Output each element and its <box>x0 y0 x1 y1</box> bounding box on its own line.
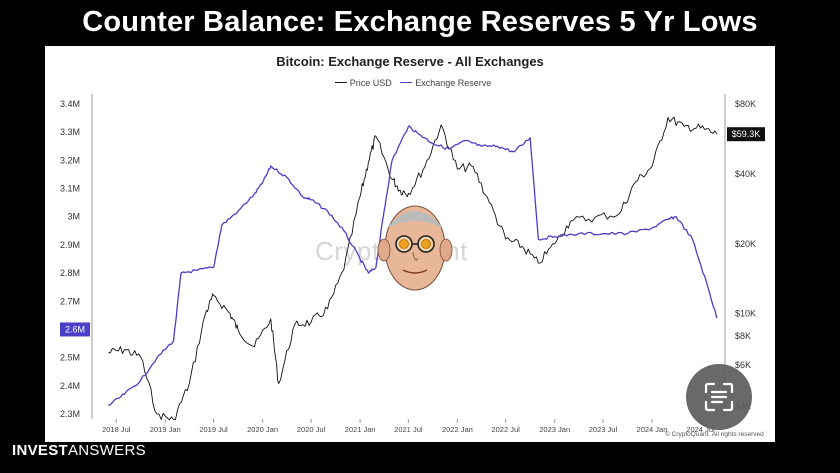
y-left-tick-label: 3.1M <box>60 184 80 194</box>
x-tick-label: 2023 Jan <box>539 425 570 434</box>
y-right-tick-label: $20K <box>735 239 756 249</box>
current-price-badge <box>727 127 765 142</box>
x-tick-label: 2019 Jan <box>150 425 181 434</box>
x-tick-label: 2022 Jul <box>491 425 520 434</box>
x-tick-label: 2020 Jan <box>247 425 278 434</box>
chart-legend: Price USD Exchange Reserve <box>45 77 775 88</box>
x-tick-label: 2018 Jul <box>102 425 131 434</box>
y-right-tick-label: $10K <box>735 309 756 319</box>
face-ear-right <box>439 238 453 262</box>
x-tick-label: 2022 Jan <box>442 425 473 434</box>
brand-answers: ANSWERS <box>67 442 146 459</box>
x-tick-label: 2020 Jul <box>297 425 326 434</box>
current-reserve-badge <box>60 322 90 337</box>
legend-price-label: Price USD <box>349 77 392 88</box>
y-right-tick-label: $8K <box>735 331 751 341</box>
legend-reserve-label: Exchange Reserve <box>415 77 492 88</box>
y-left-tick-label: 2.9M <box>60 240 80 250</box>
y-right-tick-label: $80K <box>735 99 756 109</box>
x-tick-label: 2024 Jan <box>637 425 668 434</box>
brand-invest: INVEST <box>12 442 68 459</box>
y-left-tick-label: 3.2M <box>60 155 80 165</box>
face-nose <box>412 251 419 261</box>
slide-title: Counter Balance: Exchange Reserves 5 Yr … <box>82 6 758 38</box>
chart-plot: 3.4M 3.3M 3.2M 3.1M 3M 2.9M 2.8M 2.7M 2.6M 2.5M 2.… <box>60 94 765 434</box>
price-usd-line <box>108 116 718 421</box>
legend-swatch-price <box>334 82 347 84</box>
current-price-label: $59.3K <box>732 129 761 139</box>
face-coin-eye-left <box>399 239 409 249</box>
y-left-tick-label: 3.4M <box>60 99 80 109</box>
face-ear-left <box>377 238 391 262</box>
y-left-tick-label: 2.5M <box>60 353 80 363</box>
y-right-tick-label: $40K <box>735 169 756 179</box>
y-left-tick-label: 2.3M <box>60 409 80 419</box>
chart-panel: Bitcoin: Exchange Reserve - All Exchange… <box>45 46 775 442</box>
face-coin-eye-right <box>421 239 431 249</box>
face-hair <box>387 211 443 228</box>
lens-search-icon <box>704 382 734 412</box>
y-right-tick-label: $6K <box>735 360 751 370</box>
chart-title: Bitcoin: Exchange Reserve - All Exchange… <box>276 54 544 69</box>
y-left-tick-label: 3M <box>67 212 80 222</box>
x-tick-label: 2023 Jul <box>589 425 618 434</box>
y-left-tick-label: 3.3M <box>60 127 80 137</box>
x-tick-label: 2019 Jul <box>199 425 228 434</box>
x-tick-label: 2021 Jan <box>345 425 376 434</box>
y-left-tick-label: 2.4M <box>60 381 80 391</box>
exchange-reserve-line <box>108 125 718 407</box>
x-tick-label: 2021 Jul <box>394 425 423 434</box>
current-reserve-label: 2.6M <box>65 324 85 334</box>
face-mouth <box>402 269 428 274</box>
copyright-note: © CryptoQuant. All rights reserved <box>665 431 764 438</box>
y-left-tick-label: 2.8M <box>60 268 80 278</box>
x-tick-label: 2024 Jul <box>686 425 715 434</box>
brand-logo: INVESTANSWERS <box>12 442 146 459</box>
legend-swatch-reserve <box>400 82 413 84</box>
y-left-tick-label: 2.7M <box>60 296 80 306</box>
visual-search-button[interactable] <box>686 364 752 430</box>
